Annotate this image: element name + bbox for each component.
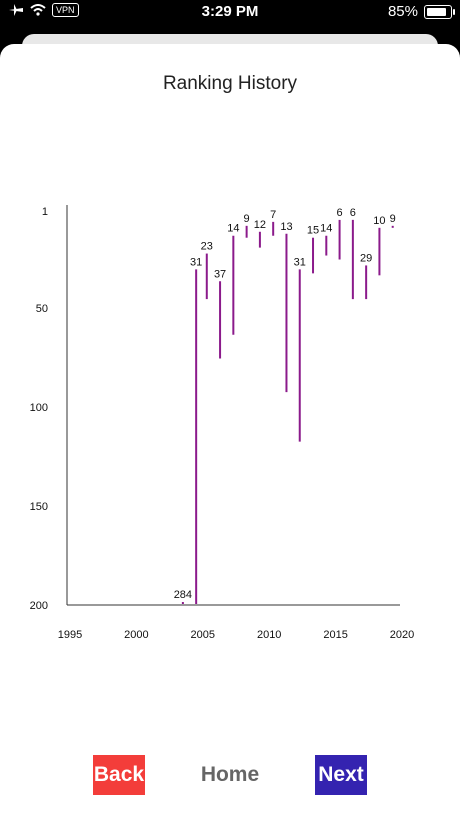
rank-data-label: 31 bbox=[190, 256, 202, 268]
rank-data-label: 29 bbox=[360, 252, 372, 264]
y-tick-label: 1 bbox=[42, 206, 48, 218]
y-tick-label: 100 bbox=[30, 402, 48, 414]
rank-data-label: 284 bbox=[174, 589, 192, 601]
chart-axes bbox=[66, 205, 400, 606]
chart-bars bbox=[181, 219, 394, 604]
y-tick-label: 200 bbox=[30, 600, 48, 612]
rank-data-label: 12 bbox=[254, 219, 266, 231]
x-tick-label: 1995 bbox=[58, 629, 82, 641]
rank-data-label: 10 bbox=[373, 215, 385, 227]
wifi-icon bbox=[30, 4, 46, 16]
rank-data-label: 6 bbox=[337, 207, 343, 219]
rank-data-label: 9 bbox=[390, 213, 396, 225]
x-tick-label: 2015 bbox=[323, 629, 347, 641]
vpn-badge: VPN bbox=[52, 3, 79, 17]
rank-data-label: 7 bbox=[270, 209, 276, 221]
battery-fill bbox=[427, 7, 446, 16]
battery-icon bbox=[424, 4, 455, 19]
x-tick-label: 2010 bbox=[257, 629, 281, 641]
modal-sheet bbox=[0, 44, 460, 818]
rank-data-label: 37 bbox=[214, 268, 226, 280]
status-left: VPN bbox=[8, 3, 79, 17]
airplane-icon bbox=[9, 4, 23, 16]
x-tick-label: 2000 bbox=[124, 629, 148, 641]
rank-data-label: 14 bbox=[227, 223, 239, 235]
rank-data-label: 23 bbox=[201, 241, 213, 253]
y-tick-label: 50 bbox=[36, 303, 48, 315]
home-button[interactable]: Home bbox=[200, 763, 260, 786]
x-tick-labels: 1995 2000 2005 2010 2015 2020 bbox=[58, 629, 414, 641]
next-button[interactable]: Next bbox=[315, 755, 367, 795]
page-title: Ranking History bbox=[162, 73, 298, 94]
rank-data-label: 15 bbox=[307, 225, 319, 237]
status-right: 85% bbox=[387, 3, 455, 20]
y-tick-label: 150 bbox=[30, 501, 48, 513]
rank-data-label: 31 bbox=[294, 256, 306, 268]
rank-data-label: 9 bbox=[244, 213, 250, 225]
back-button[interactable]: Back bbox=[93, 755, 145, 795]
rank-data-label: 6 bbox=[350, 207, 356, 219]
x-tick-label: 2020 bbox=[390, 629, 414, 641]
status-bar: VPN 3:29 PM 85% bbox=[0, 0, 460, 24]
x-tick-label: 2005 bbox=[191, 629, 215, 641]
rank-data-label: 13 bbox=[280, 221, 292, 233]
battery-percent: 85% bbox=[387, 3, 418, 20]
status-time: 3:29 PM bbox=[201, 3, 259, 20]
rank-data-label: 14 bbox=[320, 223, 332, 235]
